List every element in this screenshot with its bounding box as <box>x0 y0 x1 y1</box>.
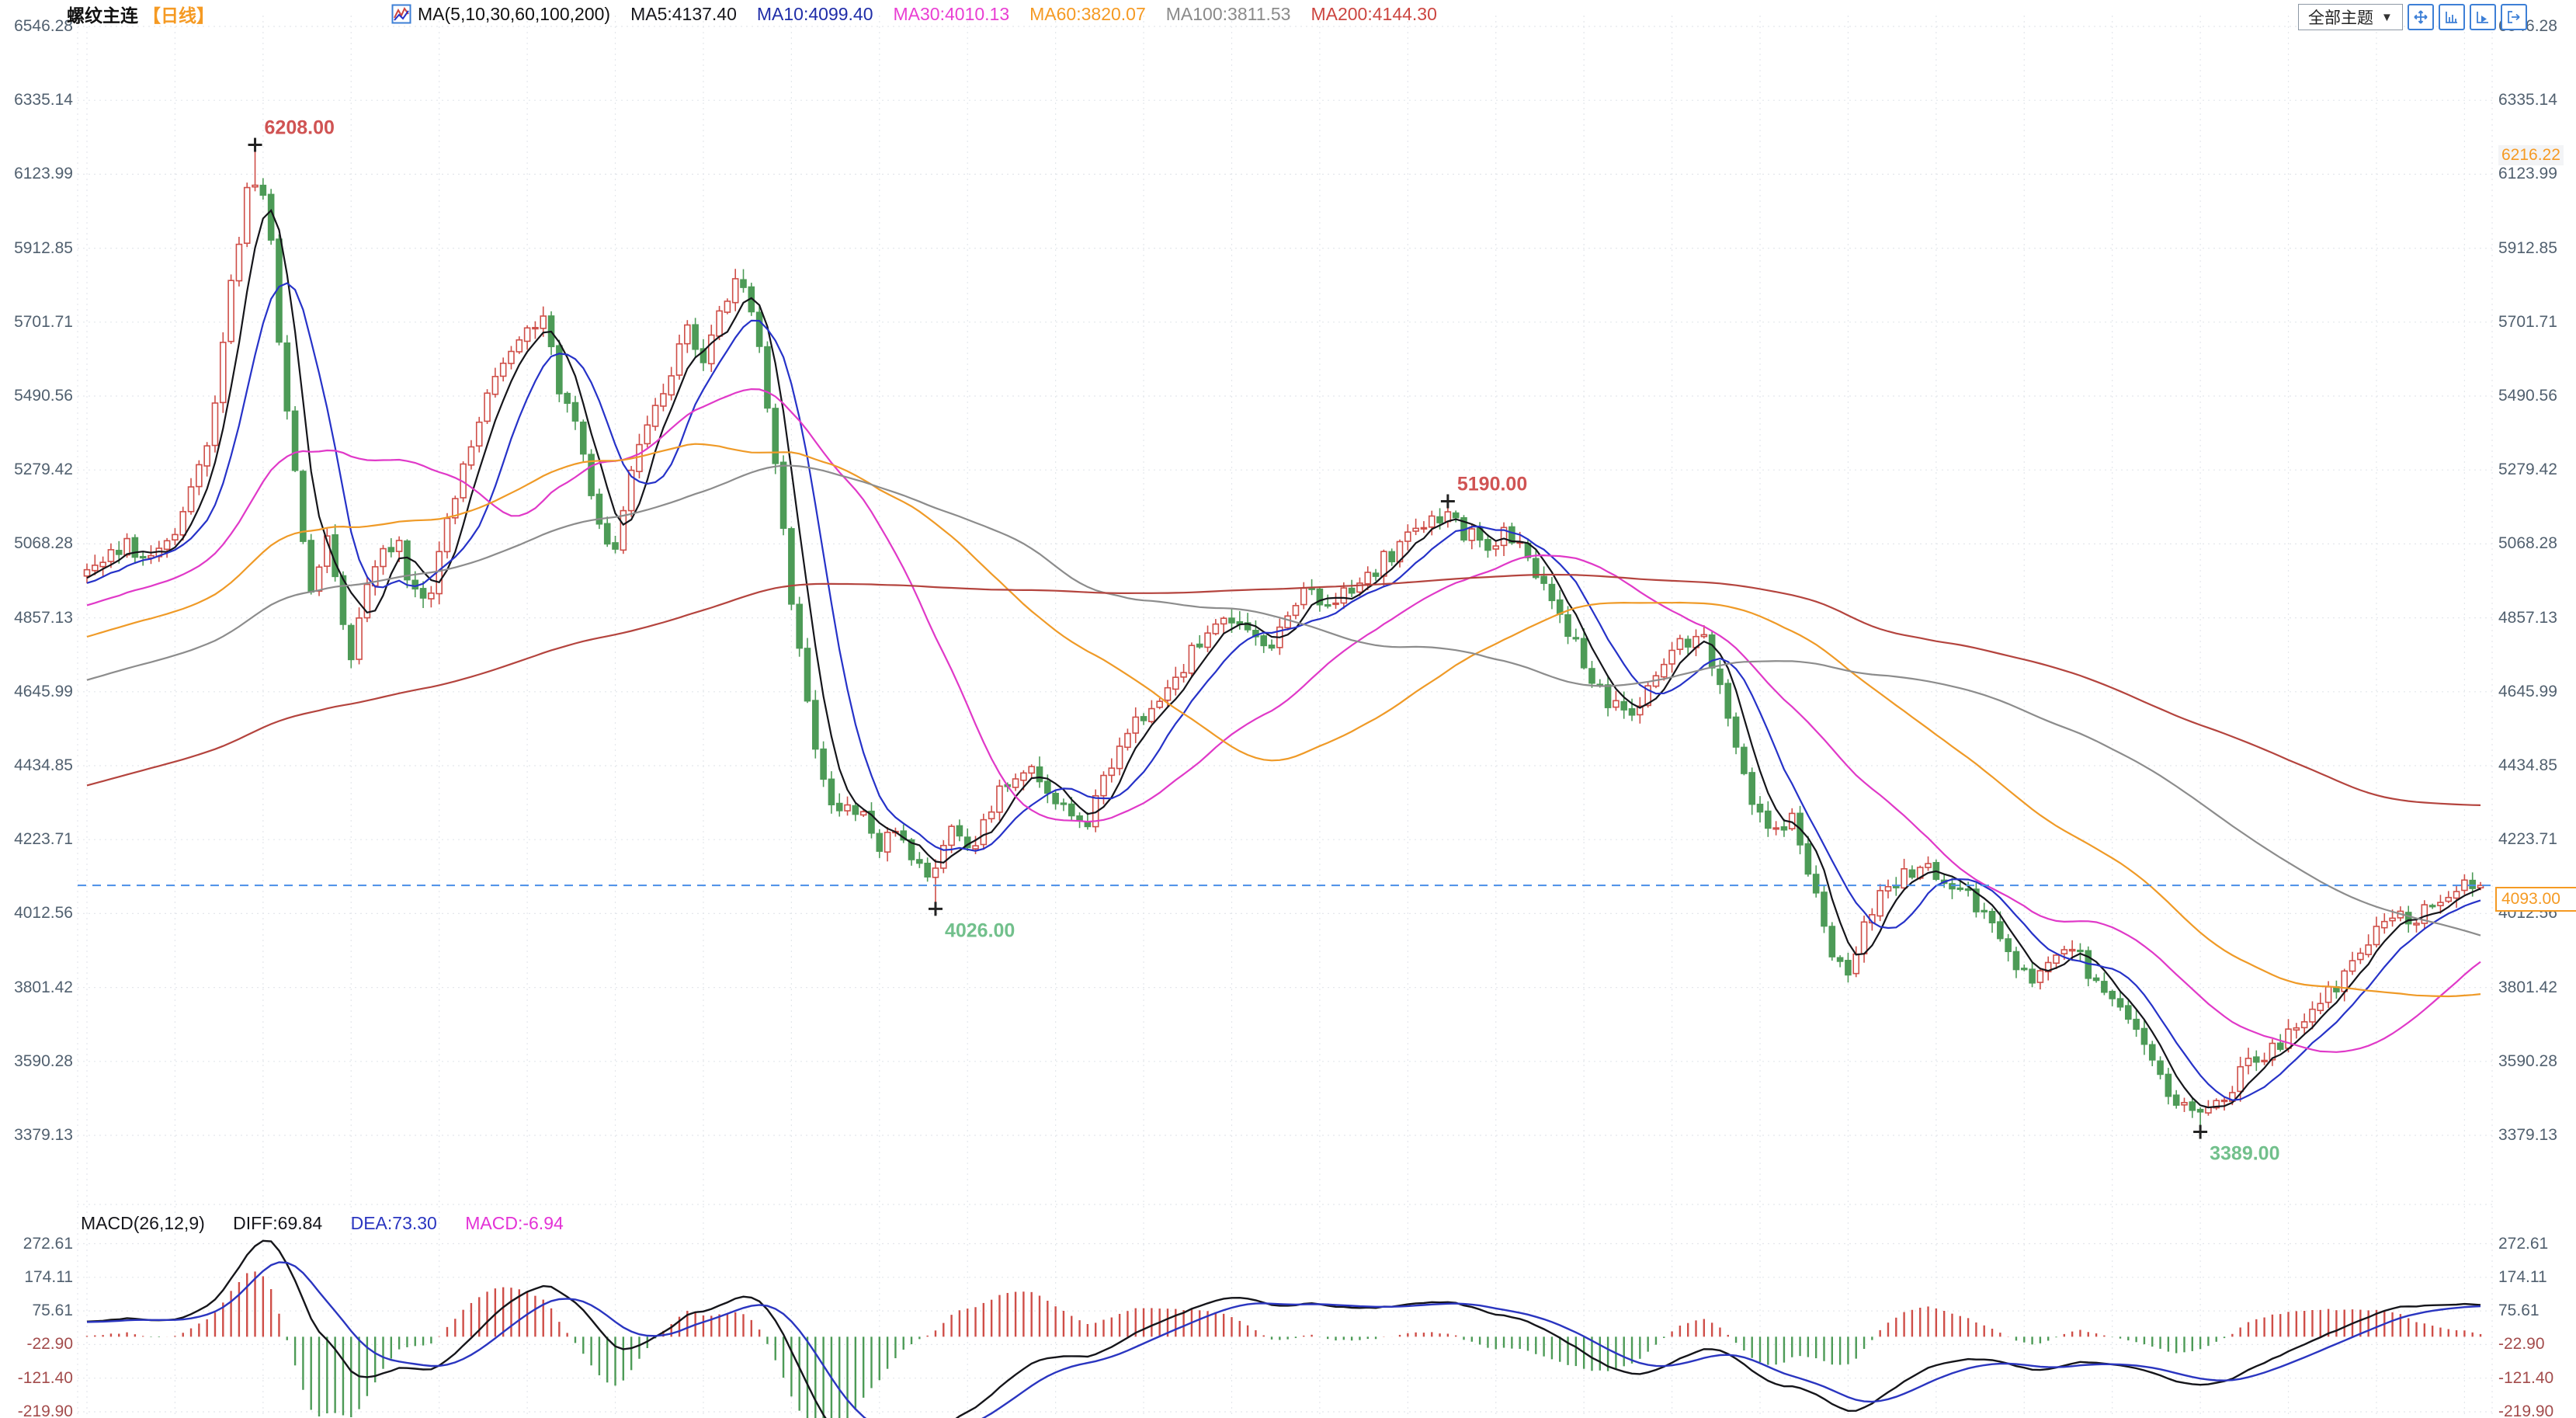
macd-macd-value: MACD:-6.94 <box>465 1213 564 1233</box>
ma5-value: MA5:4137.40 <box>630 3 737 24</box>
chart-toolbar: 全部主题 ▼ <box>2298 4 2527 30</box>
macd-header: MACD(26,12,9) DIFF:69.84 DEA:73.30 MACD:… <box>81 1213 587 1234</box>
svg-text:5190.00: 5190.00 <box>1457 474 1527 495</box>
axis-tick-label: 75.61 <box>2498 1302 2540 1320</box>
axis-tick-label: -121.40 <box>17 1368 73 1387</box>
axis-tick-label: 4645.99 <box>14 682 73 700</box>
export-tool-button[interactable] <box>2500 4 2527 30</box>
session-high-label: 6216.22 <box>2498 144 2564 165</box>
axis-tick-label: 6335.14 <box>14 91 73 109</box>
axis-tick-label: -219.90 <box>2498 1402 2554 1418</box>
axis-tick-label: 4012.56 <box>14 904 73 923</box>
axis-tick-label: 174.11 <box>2498 1267 2547 1286</box>
axis-tick-label: -22.90 <box>26 1335 73 1354</box>
axis-tick-label: 272.61 <box>23 1234 73 1253</box>
ma200-value: MA200:4144.30 <box>1311 3 1437 24</box>
axis-tick-label: 5490.56 <box>14 387 73 405</box>
theme-dropdown-label: 全部主题 <box>2308 9 2373 27</box>
axis-tick-label: 3801.42 <box>2498 978 2557 996</box>
axis-tick-label: 4645.99 <box>2498 682 2557 700</box>
axis-tick-label: 3590.28 <box>14 1051 73 1070</box>
ma100-value: MA100:3811.53 <box>1165 3 1291 24</box>
svg-text:3389.00: 3389.00 <box>2210 1143 2279 1165</box>
axis-tick-label: 4223.71 <box>14 830 73 849</box>
axis-tick-label: 5912.85 <box>2498 238 2557 257</box>
axis-play-icon <box>2476 12 2488 23</box>
macd-dea-value: DEA:73.30 <box>350 1213 437 1233</box>
axis-tick-label: 5912.85 <box>14 238 73 257</box>
pan-icon <box>2414 10 2428 24</box>
axis-tick-label: 4434.85 <box>2498 756 2557 774</box>
axis-tick-label: 6335.14 <box>2498 91 2557 109</box>
axis-play-tool-button[interactable] <box>2469 4 2496 30</box>
axis-tick-label: 75.61 <box>32 1302 73 1320</box>
instrument-title: 螺纹主连 <box>67 5 138 26</box>
axis-tick-label: 6546.28 <box>14 17 73 35</box>
axis-tick-label: 5068.28 <box>2498 534 2557 553</box>
axis-tick-label: -22.90 <box>2498 1335 2545 1354</box>
axis-tick-label: 6123.99 <box>2498 165 2557 183</box>
pan-tool-button[interactable] <box>2407 4 2434 30</box>
theme-dropdown[interactable]: 全部主题 ▼ <box>2298 4 2403 30</box>
ma-settings-label: MA(5,10,30,60,100,200) <box>418 3 611 24</box>
svg-text:4026.00: 4026.00 <box>945 919 1015 941</box>
axis-tick-label: 3801.42 <box>14 978 73 996</box>
axis-tick-label: 4223.71 <box>2498 830 2557 849</box>
axis-tick-label: 5490.56 <box>2498 387 2557 405</box>
axis-scale-icon <box>2445 12 2457 23</box>
current-price-tag: 4093.00 <box>2495 887 2576 912</box>
axis-tick-label: 5701.71 <box>14 312 73 331</box>
axis-tick-label: 5279.42 <box>2498 461 2557 479</box>
axis-tick-label: 272.61 <box>2498 1234 2549 1253</box>
macd-diff-value: DIFF:69.84 <box>233 1213 323 1233</box>
axis-tick-label: 3379.13 <box>2498 1126 2557 1144</box>
axis-tick-label: -219.90 <box>17 1402 73 1418</box>
chart-header: 螺纹主连 【日线】 MA(5,10,30,60,100,200) MA5:413… <box>67 2 1437 26</box>
axis-tick-label: 174.11 <box>24 1267 73 1286</box>
period-label: 【日线】 <box>143 5 214 26</box>
axis-tick-label: 4857.13 <box>14 608 73 627</box>
macd-params-label: MACD(26,12,9) <box>81 1213 205 1233</box>
svg-text:6208.00: 6208.00 <box>265 117 335 139</box>
axis-tick-label: 6123.99 <box>14 165 73 183</box>
candlestick-chart-icon <box>391 4 411 24</box>
axis-tick-label: -121.40 <box>2498 1368 2554 1387</box>
chevron-down-icon: ▼ <box>2381 10 2393 24</box>
axis-tick-label: 4434.85 <box>14 756 73 774</box>
axis-scale-tool-button[interactable] <box>2438 4 2465 30</box>
axis-tick-label: 4857.13 <box>2498 608 2557 627</box>
axis-tick-label: 3590.28 <box>2498 1051 2557 1070</box>
axis-tick-label: 3379.13 <box>14 1126 73 1144</box>
axis-tick-label: 5068.28 <box>14 534 73 553</box>
export-icon <box>2507 11 2520 23</box>
ma10-value: MA10:4099.40 <box>756 3 873 24</box>
ma30-value: MA30:4010.13 <box>893 3 1010 24</box>
axis-tick-label: 5279.42 <box>14 461 73 479</box>
ma60-value: MA60:3820.07 <box>1029 3 1146 24</box>
axis-tick-label: 5701.71 <box>2498 312 2557 331</box>
